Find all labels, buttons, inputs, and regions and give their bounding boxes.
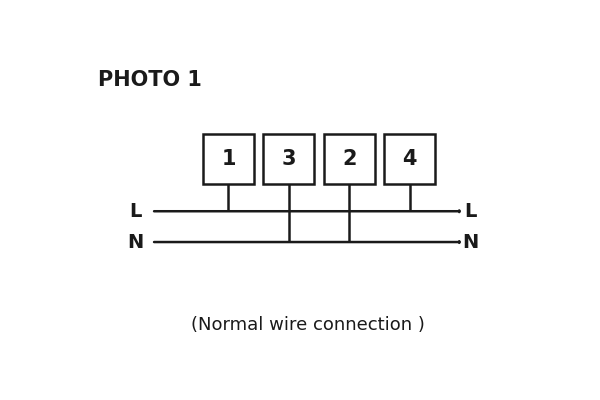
- Text: L: L: [129, 202, 142, 221]
- Text: N: N: [462, 232, 478, 252]
- Text: 1: 1: [221, 149, 236, 169]
- Text: L: L: [464, 202, 476, 221]
- Bar: [203, 134, 254, 184]
- Text: 4: 4: [403, 149, 417, 169]
- Text: 3: 3: [281, 149, 296, 169]
- Text: N: N: [127, 232, 143, 252]
- Text: (Normal wire connection ): (Normal wire connection ): [191, 316, 424, 334]
- Bar: [263, 134, 314, 184]
- Bar: [384, 134, 436, 184]
- Text: PHOTO 1: PHOTO 1: [98, 70, 202, 90]
- Bar: [324, 134, 375, 184]
- Text: 2: 2: [342, 149, 356, 169]
